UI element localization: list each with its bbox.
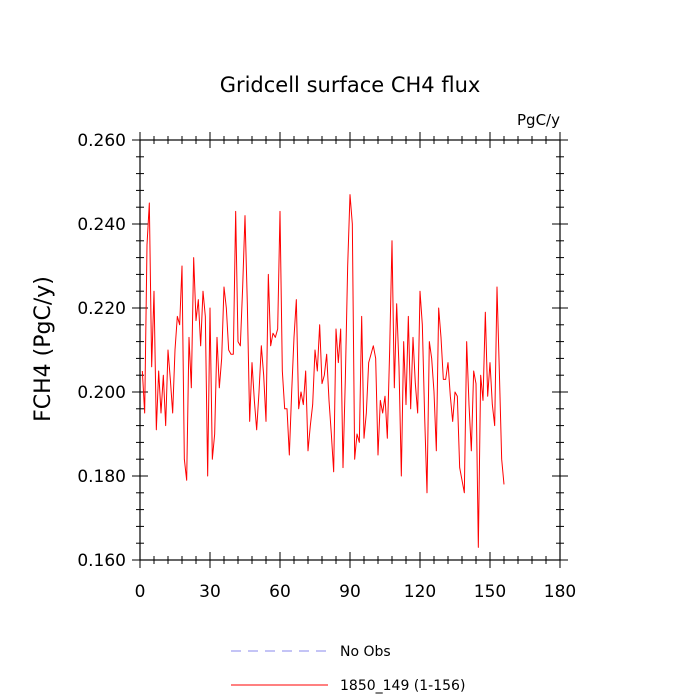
plot-area <box>141 194 505 548</box>
legend-label: No Obs <box>340 644 391 660</box>
y-tick-label: 0.220 <box>77 299 126 319</box>
axes: 0 30 60 90 120 150 180 0.160 0.180 0.200 0.220 0.24… <box>77 131 576 602</box>
x-tick-label: 90 <box>339 582 361 602</box>
x-tick-label: 120 <box>404 582 436 602</box>
series-line <box>141 194 505 548</box>
y-axis-label: FCH4 (PgC/y) <box>31 276 56 422</box>
legend-label: 1850_149 (1-156) <box>340 678 465 694</box>
units-label: PgC/y <box>517 111 560 129</box>
x-tick-label: 180 <box>544 582 576 602</box>
y-tick-label: 0.260 <box>77 131 126 151</box>
y-tick-label: 0.200 <box>77 383 126 403</box>
x-tick-label: 150 <box>474 582 506 602</box>
chart-title: Gridcell surface CH4 flux <box>220 73 481 97</box>
x-tick-label: 30 <box>199 582 221 602</box>
y-tick-label: 0.180 <box>77 467 126 487</box>
y-tick-label: 0.160 <box>77 551 126 571</box>
x-tick-label: 0 <box>135 582 146 602</box>
y-tick-label: 0.240 <box>77 215 126 235</box>
legend: No Obs 1850_149 (1-156) <box>231 644 465 694</box>
x-tick-label: 60 <box>269 582 291 602</box>
